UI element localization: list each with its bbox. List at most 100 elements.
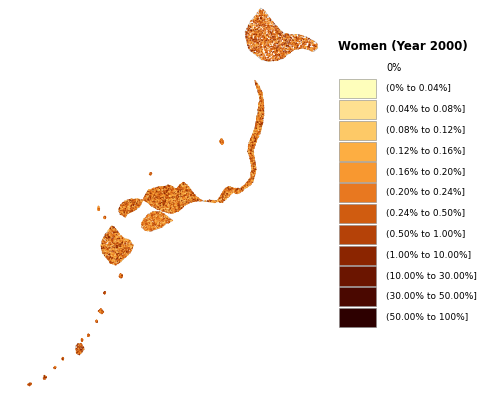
Point bbox=[258, 12, 266, 18]
Point bbox=[104, 234, 112, 241]
Point bbox=[110, 254, 118, 261]
Point bbox=[256, 118, 264, 124]
Point bbox=[110, 231, 118, 238]
Point bbox=[128, 204, 136, 210]
Point bbox=[249, 166, 257, 172]
Point bbox=[76, 342, 84, 348]
Point bbox=[182, 186, 190, 192]
Point bbox=[144, 227, 152, 234]
Point bbox=[288, 46, 296, 52]
Point bbox=[271, 42, 279, 49]
Point bbox=[257, 100, 265, 106]
Point bbox=[257, 122, 265, 128]
Point bbox=[292, 39, 300, 45]
Point bbox=[164, 206, 172, 212]
Point bbox=[252, 79, 260, 86]
Point bbox=[134, 201, 141, 208]
Point bbox=[50, 365, 58, 371]
Point bbox=[168, 188, 175, 195]
Point bbox=[174, 186, 182, 193]
Point bbox=[154, 201, 162, 208]
Point bbox=[258, 112, 266, 118]
Point bbox=[259, 108, 267, 115]
Point bbox=[156, 184, 164, 191]
Point bbox=[267, 37, 275, 44]
Point bbox=[152, 218, 160, 225]
Point bbox=[248, 139, 256, 146]
Point bbox=[245, 142, 253, 148]
Point bbox=[274, 26, 282, 32]
Point bbox=[116, 273, 124, 280]
Point bbox=[181, 181, 189, 188]
Point bbox=[252, 50, 260, 56]
Point bbox=[269, 45, 277, 51]
Point bbox=[255, 102, 263, 109]
Point bbox=[246, 149, 254, 156]
Point bbox=[256, 90, 264, 97]
Point bbox=[139, 222, 147, 228]
Point bbox=[238, 188, 246, 194]
Point bbox=[182, 195, 190, 202]
Point bbox=[256, 89, 264, 95]
Point bbox=[276, 38, 283, 45]
Point bbox=[134, 204, 142, 210]
Point bbox=[104, 248, 112, 255]
Point bbox=[75, 344, 83, 350]
Point bbox=[302, 35, 310, 42]
Point bbox=[254, 126, 262, 132]
Point bbox=[172, 202, 180, 209]
Point bbox=[159, 212, 167, 218]
Point bbox=[273, 23, 281, 30]
Point bbox=[118, 246, 126, 252]
Point bbox=[306, 41, 314, 47]
Point bbox=[112, 235, 120, 242]
Point bbox=[272, 52, 280, 58]
Point bbox=[227, 188, 235, 194]
Point bbox=[167, 194, 175, 200]
Point bbox=[259, 110, 267, 116]
Point bbox=[156, 198, 164, 204]
Point bbox=[267, 51, 275, 57]
Point bbox=[192, 195, 200, 201]
Point bbox=[178, 181, 186, 188]
Point bbox=[165, 188, 173, 194]
Point bbox=[166, 193, 174, 200]
Point bbox=[116, 274, 124, 280]
Point bbox=[228, 187, 236, 193]
Point bbox=[173, 206, 181, 213]
Point bbox=[284, 40, 292, 46]
Point bbox=[220, 190, 228, 196]
Point bbox=[146, 214, 154, 220]
Point bbox=[312, 45, 320, 51]
Point bbox=[126, 242, 134, 248]
Point bbox=[127, 199, 135, 206]
Point bbox=[179, 182, 187, 189]
Point bbox=[74, 344, 82, 350]
Point bbox=[118, 256, 126, 263]
Point bbox=[182, 192, 190, 198]
Point bbox=[232, 187, 239, 194]
Point bbox=[178, 192, 186, 199]
Point bbox=[142, 219, 150, 226]
Point bbox=[270, 50, 278, 56]
Point bbox=[246, 140, 254, 147]
Point bbox=[221, 187, 229, 193]
Point bbox=[176, 188, 184, 194]
Point bbox=[224, 187, 232, 193]
Point bbox=[160, 219, 168, 225]
Point bbox=[122, 237, 130, 243]
Point bbox=[214, 198, 222, 205]
Point bbox=[250, 158, 258, 165]
Point bbox=[168, 202, 175, 209]
Point bbox=[248, 144, 256, 151]
Point bbox=[168, 201, 176, 207]
Point bbox=[282, 49, 290, 55]
Point bbox=[147, 219, 155, 226]
Point bbox=[176, 200, 184, 206]
Point bbox=[114, 234, 122, 240]
Point bbox=[257, 11, 265, 18]
Point bbox=[216, 138, 224, 144]
Point bbox=[76, 350, 84, 356]
Point bbox=[117, 258, 125, 264]
Point bbox=[182, 200, 190, 206]
